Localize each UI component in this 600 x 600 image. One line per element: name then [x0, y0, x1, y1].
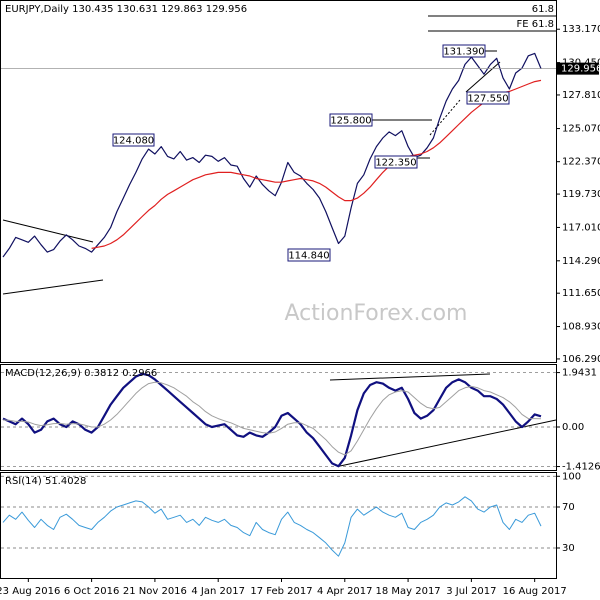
series-line [2, 372, 542, 468]
y-tick-label: 125.070 [562, 124, 600, 135]
plots: 133.170130.450127.810125.070122.370119.7… [0, 24, 600, 597]
chart-title: EURJPY,Daily 130.435 130.631 129.863 129… [5, 4, 247, 15]
annotation: 114.840 [288, 251, 329, 262]
y-tick-label: 119.730 [562, 189, 600, 200]
series-line [2, 381, 542, 456]
price-panel [0, 0, 557, 363]
annotation: 61.8 [532, 4, 554, 15]
last-price-label: 129.956 [561, 64, 600, 75]
annotation-box [466, 91, 510, 105]
x-tick-label: 23 Aug 2016 [0, 586, 60, 597]
last-price-box [557, 62, 599, 75]
y-tick-label: 30 [562, 543, 575, 554]
x-tick-label: 3 Jul 2017 [446, 586, 496, 597]
x-tick-label: 18 May 2017 [375, 586, 440, 597]
trend-line [2, 279, 104, 295]
y-tick-label: 108.930 [562, 322, 600, 333]
x-tick-label: 17 Feb 2017 [250, 586, 312, 597]
series-line [2, 496, 542, 557]
y-tick-label: 100 [562, 471, 581, 482]
annotation-box [442, 44, 486, 58]
series-line [91, 79, 542, 249]
x-tick-label: 16 Aug 2017 [503, 586, 567, 597]
annotation: 125.800 [330, 116, 371, 127]
trend-line [465, 61, 501, 93]
x-tick-label: 4 Apr 2017 [317, 586, 372, 597]
annotation-box [287, 248, 331, 262]
annotation-box [329, 113, 373, 127]
y-tick-label: 0.00 [562, 422, 584, 433]
annotation-box [112, 133, 155, 147]
chart-title: MACD(12,26,9) 0.3812 0.2966 [5, 368, 157, 379]
y-tick-label: 122.370 [562, 157, 600, 168]
annotation: 122.350 [375, 158, 416, 169]
x-tick-label: 21 Nov 2016 [123, 586, 187, 597]
y-tick-label: 1.9431 [562, 368, 597, 379]
x-tick-label: 4 Jan 2017 [191, 586, 245, 597]
y-tick-label: 106.290 [562, 354, 600, 365]
annotation: 127.550 [467, 94, 508, 105]
y-tick-label: -1.4126 [562, 462, 600, 473]
rsi-panel [0, 472, 557, 579]
y-tick-label: 117.010 [562, 222, 600, 233]
y-tick-label: 114.290 [562, 256, 600, 267]
y-tick-label: 111.650 [562, 288, 600, 299]
macd-panel [0, 364, 557, 471]
x-tick-label: 6 Oct 2016 [64, 586, 119, 597]
y-tick-label: 133.170 [562, 24, 600, 35]
annotation: 124.080 [113, 136, 154, 147]
annotation-box [374, 155, 418, 169]
trend-line [2, 219, 94, 243]
y-tick-label: 70 [562, 502, 575, 513]
chart-title: RSI(14) 51.4028 [5, 476, 86, 487]
series-line [2, 52, 542, 258]
annotation: FE 61.8 [516, 19, 554, 30]
y-tick-label: 127.810 [562, 90, 600, 101]
watermark: ActionForex.com [285, 301, 468, 326]
trend-line [329, 373, 491, 381]
trend-line [339, 419, 557, 467]
annotation: 131.390 [443, 47, 484, 58]
